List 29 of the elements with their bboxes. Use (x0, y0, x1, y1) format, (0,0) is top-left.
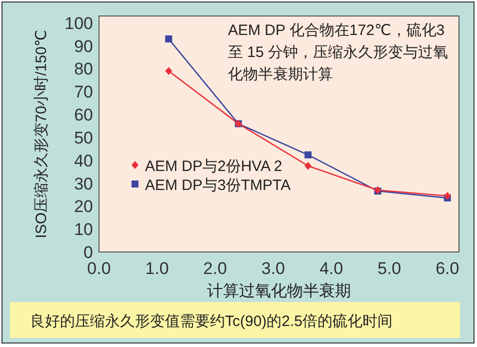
y-axis-title: ISO压缩永久形变70小时/150℃ (33, 30, 50, 238)
y-tick-label: 0 (84, 243, 93, 262)
y-tick-label: 10 (74, 220, 93, 240)
point (304, 151, 312, 158)
x-tick-label: 1.0 (145, 259, 169, 278)
x-axis-title: 计算过氧化物半衰期 (207, 282, 351, 300)
legend-label: AEM DP与2份HVA 2 (145, 158, 282, 175)
y-tick-label: 100 (64, 14, 93, 33)
y-tick-label: 50 (74, 128, 93, 148)
annotation: AEM DP 化合物在172℃，硫化3 至 15 分钟，压缩永久形变与过氧化物半衰期计算 (228, 21, 450, 85)
point (165, 35, 172, 42)
x-tick-label: 3.0 (261, 259, 286, 278)
y-tick-label: 40 (74, 151, 93, 170)
y-tick-label: 80 (74, 60, 93, 79)
y-tick-label: 20 (74, 197, 93, 216)
point (304, 162, 312, 170)
x-tick-label: 4.0 (319, 259, 344, 278)
x-tick-label: 6.0 (436, 259, 460, 278)
x-tick-label: 0.0 (87, 259, 111, 278)
x-tick-label: 5.0 (378, 259, 402, 278)
y-tick-label: 30 (74, 174, 93, 194)
point (165, 66, 172, 75)
y-tick-label: 60 (74, 106, 93, 125)
text: 良好的压缩永久形变值需要约Tc(90)的2.5倍的硫化时间 (30, 313, 393, 330)
legend-label: AEM DP与3份TMPTA (145, 177, 291, 194)
point (444, 192, 451, 200)
y-tick-label: 90 (74, 36, 93, 56)
y-tick-label: 70 (74, 82, 93, 102)
x-tick-label: 2.0 (203, 259, 227, 278)
